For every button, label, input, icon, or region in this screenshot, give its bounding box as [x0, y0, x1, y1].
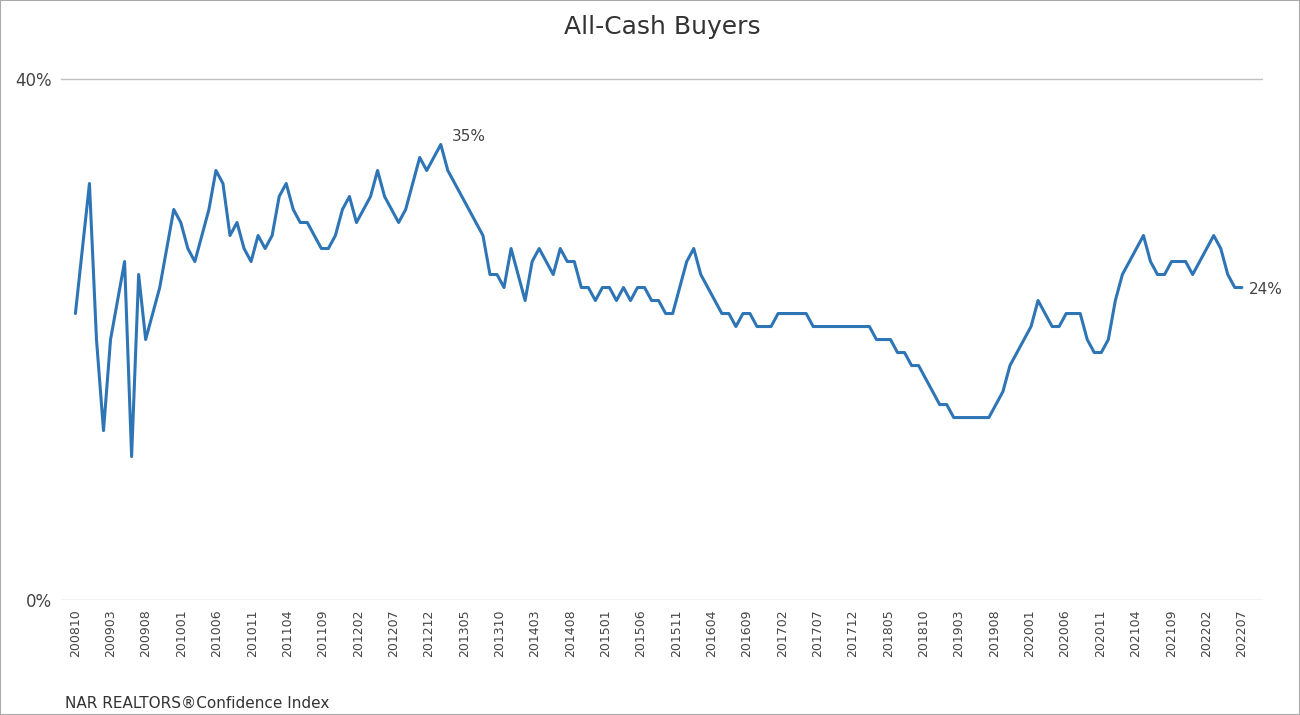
- Text: NAR REALTORS®Confidence Index: NAR REALTORS®Confidence Index: [65, 696, 329, 711]
- Text: 35%: 35%: [451, 129, 485, 144]
- Text: 24%: 24%: [1249, 282, 1283, 297]
- Title: All-Cash Buyers: All-Cash Buyers: [564, 15, 760, 39]
